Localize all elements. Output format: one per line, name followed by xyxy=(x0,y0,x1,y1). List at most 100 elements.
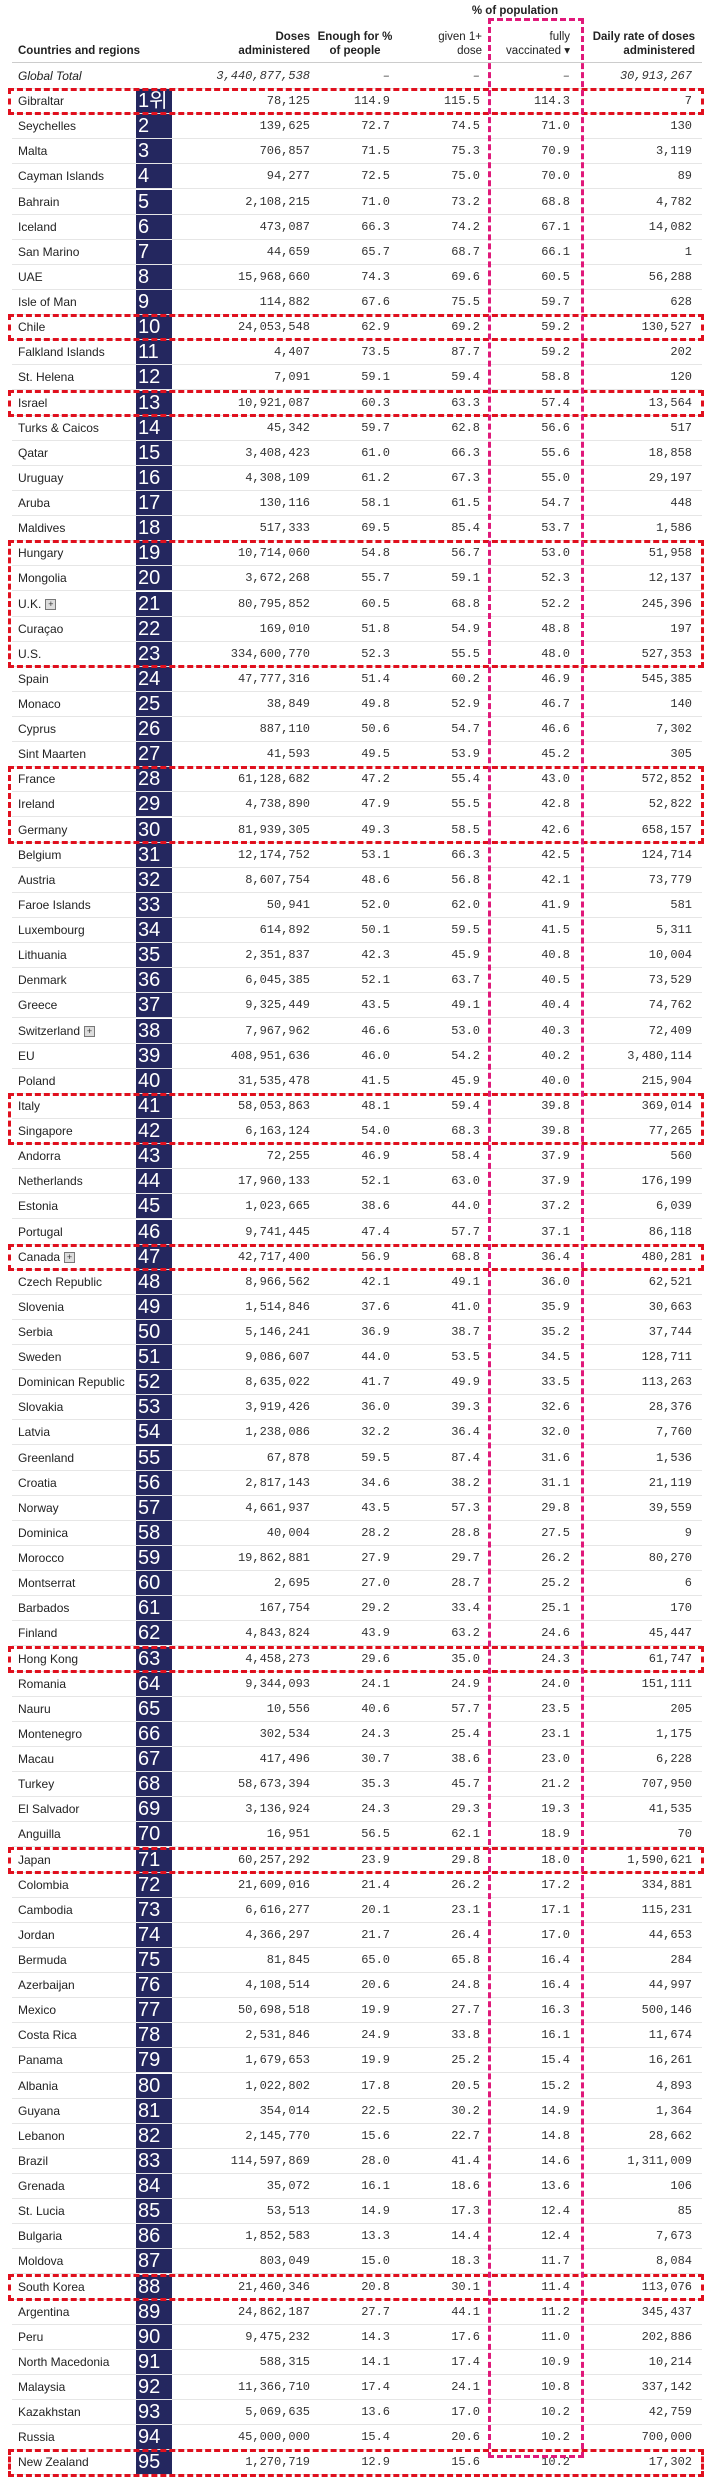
table-row: Iceland 473,087 66.3 74.2 67.1 14,082 6 xyxy=(0,214,714,240)
expand-icon[interactable]: + xyxy=(64,1251,76,1263)
cell-given: 20.5 xyxy=(451,2078,480,2093)
table-row: Cyprus 887,110 50.6 54.7 46.6 7,302 26 xyxy=(0,717,714,743)
rank-badge: 40 xyxy=(136,1068,172,1094)
cell-daily: 128,711 xyxy=(641,1350,692,1365)
cell-fully: 25.1 xyxy=(541,1601,570,1616)
country-name: Netherlands xyxy=(18,1174,83,1189)
row-divider xyxy=(12,1972,702,1973)
country-name: Montserrat xyxy=(18,1576,76,1591)
cell-given: 41.4 xyxy=(451,2153,480,2168)
row-divider xyxy=(12,1218,702,1220)
table-row: France 61,128,682 47.2 55.4 43.0 572,852 28 xyxy=(0,767,714,793)
cell-given: 45.9 xyxy=(451,1073,480,1088)
country-name: Portugal xyxy=(18,1224,63,1239)
cell-given: 74.5 xyxy=(451,119,480,134)
row-divider xyxy=(12,590,702,592)
cell-given: 49.1 xyxy=(451,998,480,1013)
cell-enough: 54.8 xyxy=(361,546,390,561)
cell-doses: 15,968,660 xyxy=(237,269,310,284)
table-row: Poland 31,535,478 41.5 45.9 40.0 215,904 40 xyxy=(0,1068,714,1094)
country-name: Moldova xyxy=(18,2254,64,2269)
cell-doses: 614,892 xyxy=(259,923,310,938)
cell-daily: 215,904 xyxy=(641,1073,692,1088)
cell-enough: 71.0 xyxy=(361,194,390,209)
cell-enough: 51.8 xyxy=(361,621,390,636)
country-name: France xyxy=(18,772,56,787)
cell-daily: 21,119 xyxy=(648,1475,692,1490)
cell-daily: 41,535 xyxy=(648,1802,692,1817)
cell-daily: 3,119 xyxy=(655,144,692,159)
cell-fully: 37.2 xyxy=(541,1199,570,1214)
row-divider xyxy=(12,2424,702,2426)
cell-fully: 10.8 xyxy=(541,2380,570,2395)
rank-badge: 42 xyxy=(136,1119,172,1145)
country-name: Curaçao xyxy=(18,621,64,636)
expand-icon[interactable]: + xyxy=(84,1025,96,1037)
table-row: Spain 47,777,316 51.4 60.2 46.9 545,385 24 xyxy=(0,666,714,692)
cell-doses: 167,754 xyxy=(259,1601,310,1616)
cell-given: 75.0 xyxy=(451,169,480,184)
cell-enough: 35.3 xyxy=(361,1777,390,1792)
rank-badge: 81위 xyxy=(136,2098,172,2147)
rank-badge: 29 xyxy=(136,792,172,818)
cell-enough: 60.3 xyxy=(361,395,390,410)
cell-given: 30.1 xyxy=(451,2279,480,2294)
rank-badge: 39 xyxy=(136,1043,172,1069)
country-name: Norway xyxy=(18,1500,59,1515)
cell-daily: 7,673 xyxy=(655,2229,692,2244)
cell-fully: 40.2 xyxy=(541,1048,570,1063)
country-name: Switzerland + xyxy=(18,1024,96,1038)
rank-badge: 70 xyxy=(136,1822,172,1848)
cell-doses: 130,116 xyxy=(259,496,310,511)
row-divider xyxy=(12,2047,702,2049)
cell-enough: 40.6 xyxy=(361,1701,390,1716)
cell-doses: 10,556 xyxy=(266,1701,310,1716)
rank-badge: 89 xyxy=(136,2299,172,2325)
table-row: Mongolia 3,672,268 55.7 59.1 52.3 12,137 20 xyxy=(0,566,714,592)
cell-daily: 560 xyxy=(670,1149,692,1164)
cell-doses: 334,600,770 xyxy=(230,646,310,661)
table-row: Latvia 1,238,086 32.2 36.4 32.0 7,760 54 xyxy=(0,1420,714,1446)
fully-vaccinated-column-highlight xyxy=(488,18,584,2458)
cell-doses: 10,714,060 xyxy=(237,546,310,561)
cell-enough: 30.7 xyxy=(361,1752,390,1767)
cell-enough: 16.1 xyxy=(361,2179,390,2194)
row-divider xyxy=(12,1921,702,1923)
cell-daily: 4,782 xyxy=(655,194,692,209)
country-name: Italy xyxy=(18,1098,41,1113)
cell-enough: 42.3 xyxy=(361,948,390,963)
cell-enough: 14.9 xyxy=(361,2204,390,2219)
row-divider xyxy=(12,1494,702,1496)
table-row: Maldives 517,333 69.5 85.4 53.7 1,586 18 xyxy=(0,516,714,542)
cell-fully: 36.4 xyxy=(541,1249,570,1264)
cell-given: 63.7 xyxy=(451,973,480,988)
cell-enough: 23.9 xyxy=(361,1852,390,1867)
rank-badge: 79 xyxy=(136,2048,172,2074)
cell-enough: 66.3 xyxy=(361,219,390,234)
cell-enough: 59.1 xyxy=(361,370,390,385)
row-divider xyxy=(12,464,702,466)
row-highlight-box xyxy=(8,88,704,116)
row-divider xyxy=(12,1946,702,1948)
cell-fully: 26.2 xyxy=(541,1551,570,1566)
cell-fully: 42.1 xyxy=(541,872,570,887)
cell-given: 52.9 xyxy=(451,697,480,711)
cell-daily: 5,311 xyxy=(655,923,692,938)
cell-enough: 52.1 xyxy=(361,973,390,988)
cell-given: 41.0 xyxy=(451,1299,480,1314)
expand-icon[interactable]: + xyxy=(45,598,57,610)
cell-daily: 51,958 xyxy=(648,546,692,561)
country-name: Lebanon xyxy=(18,2128,65,2143)
rank-badge: 26 xyxy=(136,717,172,743)
cell-doses: 4,843,824 xyxy=(245,1626,310,1641)
cell-given: 75.3 xyxy=(451,144,480,159)
row-divider xyxy=(12,1469,702,1471)
country-name: Bermuda xyxy=(18,1953,67,1967)
rank-badge: 28 xyxy=(136,767,172,793)
row-divider xyxy=(12,1595,702,1597)
cell-given: 14.4 xyxy=(451,2229,480,2244)
cell-doses: 1,852,583 xyxy=(245,2229,310,2244)
cell-given: 55.4 xyxy=(451,772,480,787)
table-row: Austria 8,607,754 48.6 56.8 42.1 73,779 32 xyxy=(0,867,714,893)
cell-doses: 10,921,087 xyxy=(237,395,310,410)
